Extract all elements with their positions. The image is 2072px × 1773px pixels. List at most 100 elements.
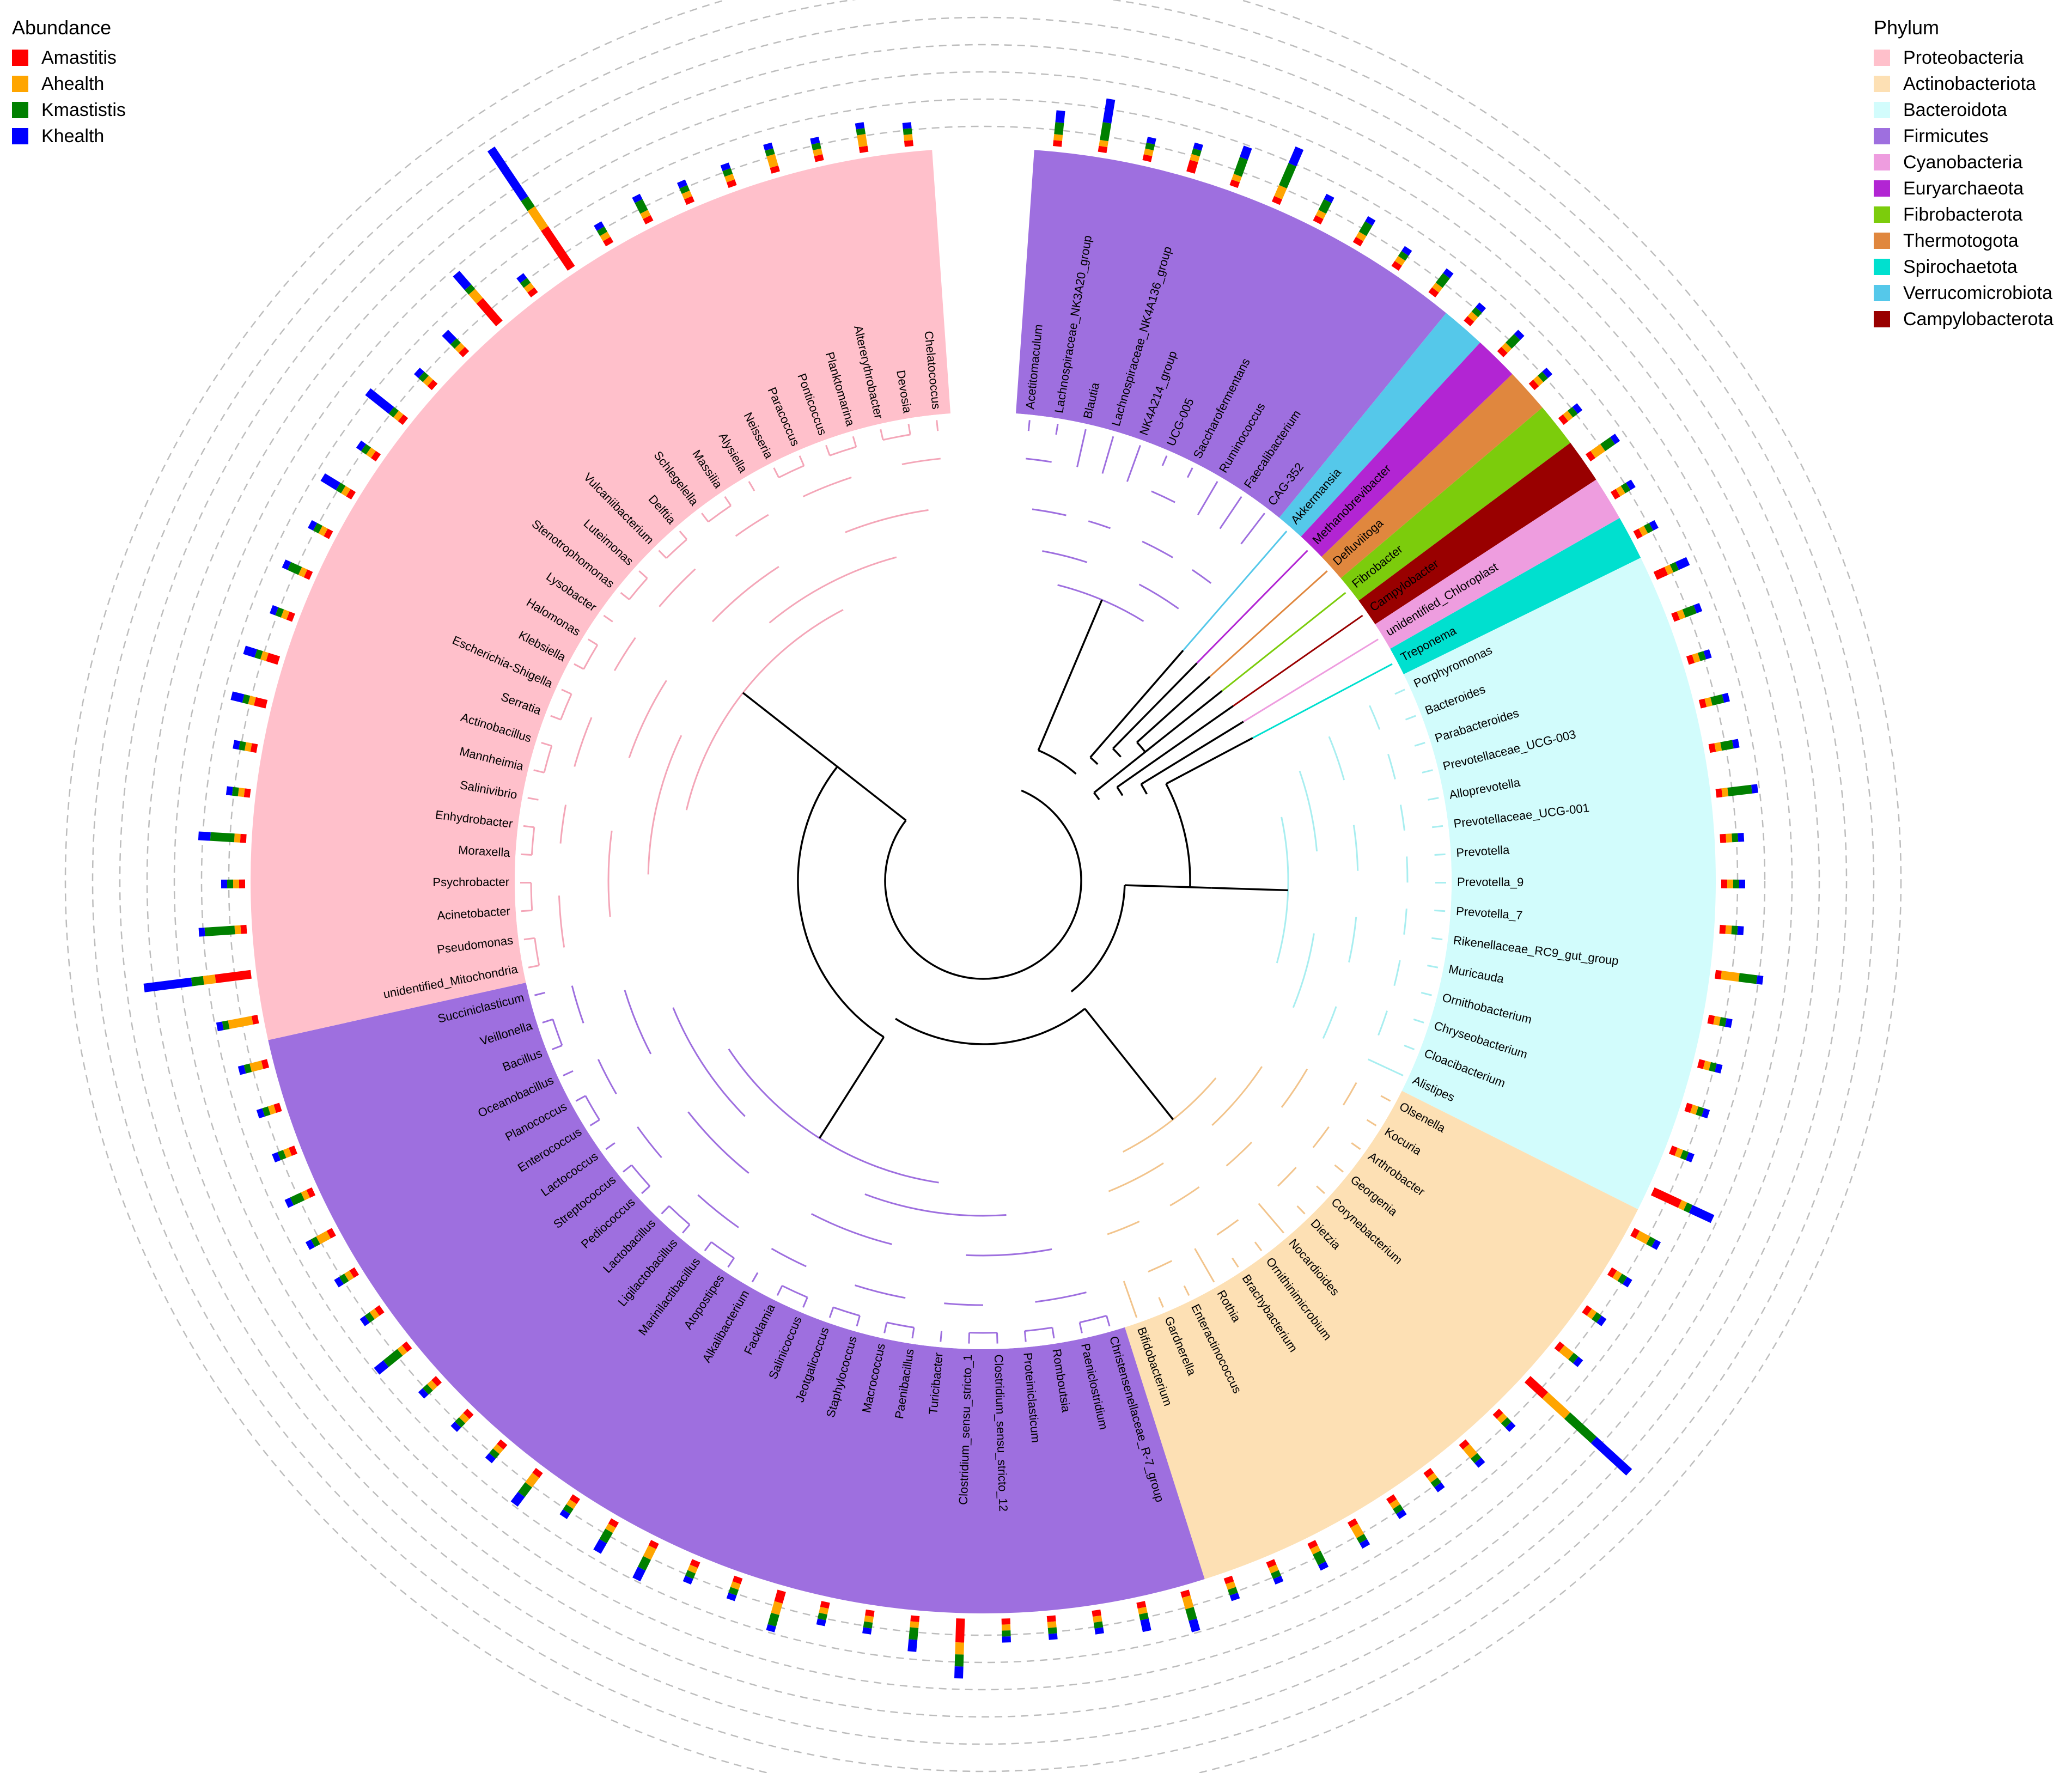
legend-label: Spirochaetota: [1903, 256, 2018, 277]
legend-item-spirochaetota: Spirochaetota: [1874, 254, 2053, 280]
abundance-bar-segment: [1099, 139, 1108, 148]
abundance-bar-segment: [525, 1472, 540, 1488]
branch-line: [1093, 738, 1163, 794]
abundance-bar-segment: [487, 147, 528, 202]
branch-arc: [1276, 817, 1289, 964]
abundance-bar-segment: [244, 742, 252, 752]
abundance-bar-segment: [251, 1015, 259, 1025]
abundance-bar-segment: [1470, 1453, 1482, 1464]
abundance-bar-segment: [1542, 1392, 1570, 1419]
abundance-bar-segment: [1720, 833, 1727, 843]
phylum-sector-campylobacterota: [1358, 442, 1596, 625]
abundance-bar-segment: [1689, 1205, 1715, 1223]
abundance-bar-segment: [1391, 261, 1402, 271]
legend-item-proteobacteria: Proteobacteria: [1874, 45, 2053, 71]
abundance-bar-segment: [910, 1621, 919, 1628]
grid-ring: [92, 0, 1874, 1772]
branch-arc: [1038, 749, 1077, 775]
abundance-bar-segment: [1401, 246, 1412, 256]
branch-arc: [1112, 748, 1122, 758]
abundance-bar-segment: [1229, 179, 1240, 188]
branch-arc: [1093, 792, 1100, 801]
abundance-bar-segment: [857, 133, 868, 148]
abundance-bar-segment: [290, 1192, 305, 1205]
branch-line: [1296, 1205, 1306, 1215]
branch-arc: [1138, 583, 1179, 610]
branch-line: [1023, 1331, 1027, 1342]
branch-line: [856, 1315, 861, 1327]
branch-arc: [1079, 1315, 1107, 1324]
legend-item-amastitis: Amastitis: [12, 45, 126, 71]
legend-label: Proteobacteria: [1903, 47, 2024, 68]
abundance-bar-segment: [388, 407, 399, 418]
branch-line: [521, 909, 532, 912]
abundance-bar-segment: [1467, 311, 1478, 322]
grid-ring: [173, 71, 1793, 1691]
branch-line: [940, 1331, 943, 1342]
abundance-bar-segment: [1674, 1148, 1684, 1158]
abundance-bar-segment: [559, 1509, 570, 1519]
abundance-bar-segment: [541, 226, 575, 271]
branch-arc: [829, 446, 857, 456]
abundance-bar-segment: [521, 196, 535, 211]
branch-line: [1434, 853, 1446, 856]
legend-label: Fibrobacterota: [1903, 204, 2023, 225]
branch-arc: [1299, 771, 1318, 852]
abundance-bar-segment: [1315, 210, 1326, 220]
abundance-bar-segment: [468, 289, 483, 304]
abundance-bar-segment: [1102, 98, 1116, 124]
abundance-bar-segment: [637, 1556, 651, 1571]
abundance-bar-segment: [237, 788, 245, 797]
abundance-bar-segment: [1359, 1539, 1370, 1549]
legend-item-ahealth: Ahealth: [12, 71, 126, 97]
legend-item-bacteroidota: Bacteroidota: [1874, 97, 2053, 123]
abundance-bar-segment: [640, 210, 651, 220]
abundance-bar-segment: [1474, 1457, 1485, 1468]
branch-arc: [1369, 705, 1381, 730]
abundance-bar-segment: [1505, 1421, 1516, 1432]
branch-line: [1143, 662, 1198, 718]
abundance-bar-segment: [1189, 1618, 1200, 1632]
branch-line: [911, 1327, 915, 1339]
branch-line: [1183, 1285, 1190, 1296]
legend-item-euryarchaeota: Euryarchaeota: [1874, 175, 2053, 202]
legend-swatch: [1874, 50, 1890, 66]
tree-branches: [520, 420, 1446, 1344]
abundance-bar-segment: [863, 1621, 873, 1629]
abundance-bar-segment: [1610, 489, 1620, 500]
legend-item-thermotogota: Thermotogota: [1874, 228, 2053, 254]
legend-swatch: [1874, 233, 1890, 249]
abundance-bar-segment: [1514, 330, 1525, 340]
abundance-bar-segment: [1271, 196, 1282, 205]
abundance-bar-segment: [1143, 148, 1154, 156]
branch-arc: [1088, 520, 1111, 529]
legend-label: Actinobacteriota: [1903, 73, 2036, 94]
branch-line: [1055, 423, 1059, 435]
branch-line: [533, 769, 545, 773]
abundance-bar-segment: [532, 1467, 543, 1478]
abundance-bar-segment: [359, 1315, 370, 1326]
branch-line: [1165, 772, 1186, 785]
abundance-bar-segment: [1616, 485, 1626, 497]
branch-line: [1101, 436, 1114, 474]
branch-line: [523, 825, 535, 828]
abundance-bar-segment: [344, 1270, 354, 1281]
abundance-bar-segment: [1138, 1612, 1149, 1620]
branch-line: [1126, 444, 1141, 482]
branch-line: [1434, 909, 1446, 912]
abundance-bar-segment: [605, 1523, 616, 1533]
abundance-bar-segment: [1046, 1615, 1056, 1622]
abundance-bar-segment: [240, 833, 247, 843]
legend-item-cyanobacteria: Cyanobacteria: [1874, 149, 2053, 175]
abundance-bar-segment: [1722, 692, 1730, 703]
abundance-bar-segment: [361, 444, 371, 455]
branch-line: [1076, 429, 1087, 467]
branch-line: [561, 689, 572, 695]
abundance-bar-segment: [397, 1345, 407, 1356]
abundance-bar-segment: [1714, 742, 1722, 752]
abundance-bar-segment: [459, 1413, 470, 1424]
abundance-bar-segment: [865, 1609, 875, 1617]
abundance-bar-segment: [1094, 1627, 1104, 1635]
abundance-bar-segment: [349, 1267, 359, 1278]
abundance-bar-segment: [814, 154, 824, 162]
